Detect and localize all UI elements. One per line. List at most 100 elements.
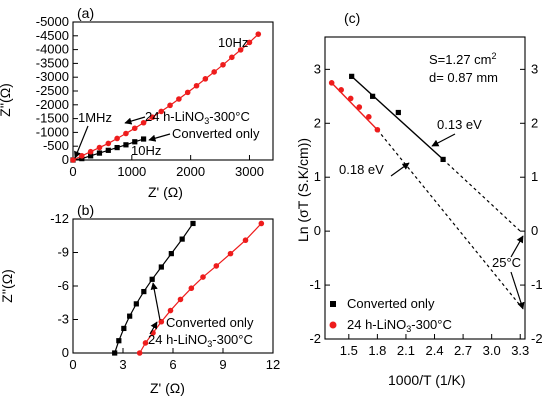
data-point-black xyxy=(140,136,147,142)
data-point-red xyxy=(237,47,244,53)
annotation-10hz-red: 10Hz xyxy=(218,35,248,50)
data-point-black xyxy=(133,301,139,307)
panel-c-frame xyxy=(324,36,526,340)
data-point-black xyxy=(179,236,185,242)
data-point-black xyxy=(370,93,376,99)
legend-label-black: Converted only xyxy=(347,296,435,311)
data-point-red xyxy=(70,157,76,163)
arrow-red-series xyxy=(124,116,146,125)
x-tick-label: 1.5 xyxy=(340,343,358,358)
panel-b-x-axis-label: Z' (Ω) xyxy=(150,380,185,396)
arrow-red-series-b xyxy=(149,321,158,335)
annotation-converted-only-a: Converted only xyxy=(172,126,260,141)
y-tick-label: 0 xyxy=(62,345,69,360)
y-tick-label: 0 xyxy=(314,223,321,238)
data-point-black xyxy=(168,251,174,257)
data-point-red xyxy=(338,87,344,93)
data-point-red xyxy=(229,54,235,61)
data-point-black xyxy=(395,109,401,116)
panel-c-ticks: 1.5 1.8 2.1 2.4 2.7 3.0 3.3 3 3 2 2 1 1 0 0 -1 -1 -2 -2 xyxy=(309,61,542,358)
x-tick-label: 3 xyxy=(119,357,126,372)
data-point-black xyxy=(149,276,155,282)
panel-c-y-axis-label: Ln (σT (S.K/cm)) xyxy=(295,138,311,242)
panel-a-label: (a) xyxy=(77,5,94,21)
data-point-red xyxy=(140,119,147,126)
data-point-red xyxy=(188,285,195,292)
x-tick-label: 0 xyxy=(69,164,76,179)
y-tick-label-right: 3 xyxy=(531,61,538,76)
y-tick-label: 3 xyxy=(314,61,321,76)
x-tick-label: 3000 xyxy=(235,164,264,179)
data-point-black xyxy=(116,338,122,344)
annotation-ea-black: 0.13 eV xyxy=(437,117,482,132)
data-point-black xyxy=(349,73,355,79)
data-point-red xyxy=(167,307,174,314)
annotation-1mhz: 1MHz xyxy=(78,110,112,125)
x-tick-label: 9 xyxy=(219,357,226,372)
data-point-red xyxy=(136,350,143,356)
data-point-red xyxy=(347,95,354,102)
arrow-converted-only-a xyxy=(148,133,171,142)
data-point-black xyxy=(114,144,120,151)
arrow-converted-only-b xyxy=(150,282,161,321)
data-point-red xyxy=(202,76,209,82)
panel-b-ticks: 0 3 6 9 12 0 -3 -6 -9 -12 xyxy=(50,211,280,372)
arrow-1mhz xyxy=(74,125,89,159)
annotation-thickness: d= 0.87 mm xyxy=(429,70,498,85)
data-point-red xyxy=(167,102,173,109)
annotation-10hz-black: 10Hz xyxy=(131,143,161,158)
data-point-black xyxy=(123,142,129,148)
y-tick-label-right: 1 xyxy=(531,169,538,184)
data-point-red xyxy=(220,61,226,68)
extrapolation-line xyxy=(442,158,521,232)
series-line-red xyxy=(72,33,259,161)
y-tick-label: -3 xyxy=(57,312,69,327)
panel-a: 0 1000 2000 30000-500-1000-1500-2000-2500-3… xyxy=(0,5,274,200)
data-point-red xyxy=(328,80,335,86)
y-tick-label: -12 xyxy=(50,211,69,226)
x-tick-label: 3.3 xyxy=(511,343,529,358)
x-tick-label: 1000 xyxy=(117,164,146,179)
legend: Converted only 24 h-LiNO3-300°C xyxy=(329,296,452,334)
data-point-red xyxy=(200,274,206,280)
y-tick-label: 1 xyxy=(314,169,321,184)
data-point-red xyxy=(227,250,234,257)
data-point-red xyxy=(131,125,138,132)
panel-c-x-axis-label: 1000/T (1/K) xyxy=(388,372,466,388)
data-point-red xyxy=(114,135,120,142)
annotation-converted-only-b: Converted only xyxy=(166,315,254,330)
annotation-red-series: 24 h-LiNO3-300°C xyxy=(145,109,250,126)
data-point-red xyxy=(96,144,103,151)
y-tick-label: -6 xyxy=(57,278,69,293)
y-tick-label: -2 xyxy=(309,331,321,346)
data-point-black xyxy=(440,156,446,163)
panel-b: 0 3 6 9 12 0 -3 -6 -9 -12 (b) Z' (Ω) Z''(Ω) Conve… xyxy=(0,202,280,396)
panel-c-label: (c) xyxy=(344,10,360,26)
data-point-red xyxy=(356,104,363,110)
data-point-red xyxy=(255,31,262,37)
y-tick-label: -1000 xyxy=(36,124,69,139)
data-point-red xyxy=(177,296,184,303)
data-point-red xyxy=(213,263,220,269)
panel-a-ticks: 0 1000 2000 30000-500-1000-1500-2000-2500-3… xyxy=(36,14,264,179)
data-point-black xyxy=(88,153,94,159)
data-point-black xyxy=(112,350,118,356)
panel-b-y-axis-label: Z''(Ω) xyxy=(0,269,15,303)
panel-c-series xyxy=(328,73,521,306)
data-point-black xyxy=(158,264,164,270)
arrow-temp-red xyxy=(510,271,525,310)
y-tick-label: -9 xyxy=(57,245,69,260)
data-point-black xyxy=(132,139,138,145)
data-point-red xyxy=(158,108,165,115)
annotation-red-series-b: 24 h-LiNO3-300°C xyxy=(148,332,253,349)
arrow-ea-black xyxy=(431,133,456,147)
data-point-red xyxy=(123,130,129,137)
x-tick-label: 6 xyxy=(169,357,176,372)
data-point-red xyxy=(366,114,372,120)
arrow-ea-red xyxy=(390,162,410,177)
panel-a-series xyxy=(70,31,262,163)
data-point-black xyxy=(96,150,103,156)
y-tick-label: -2000 xyxy=(36,97,69,112)
data-point-red xyxy=(258,220,265,227)
